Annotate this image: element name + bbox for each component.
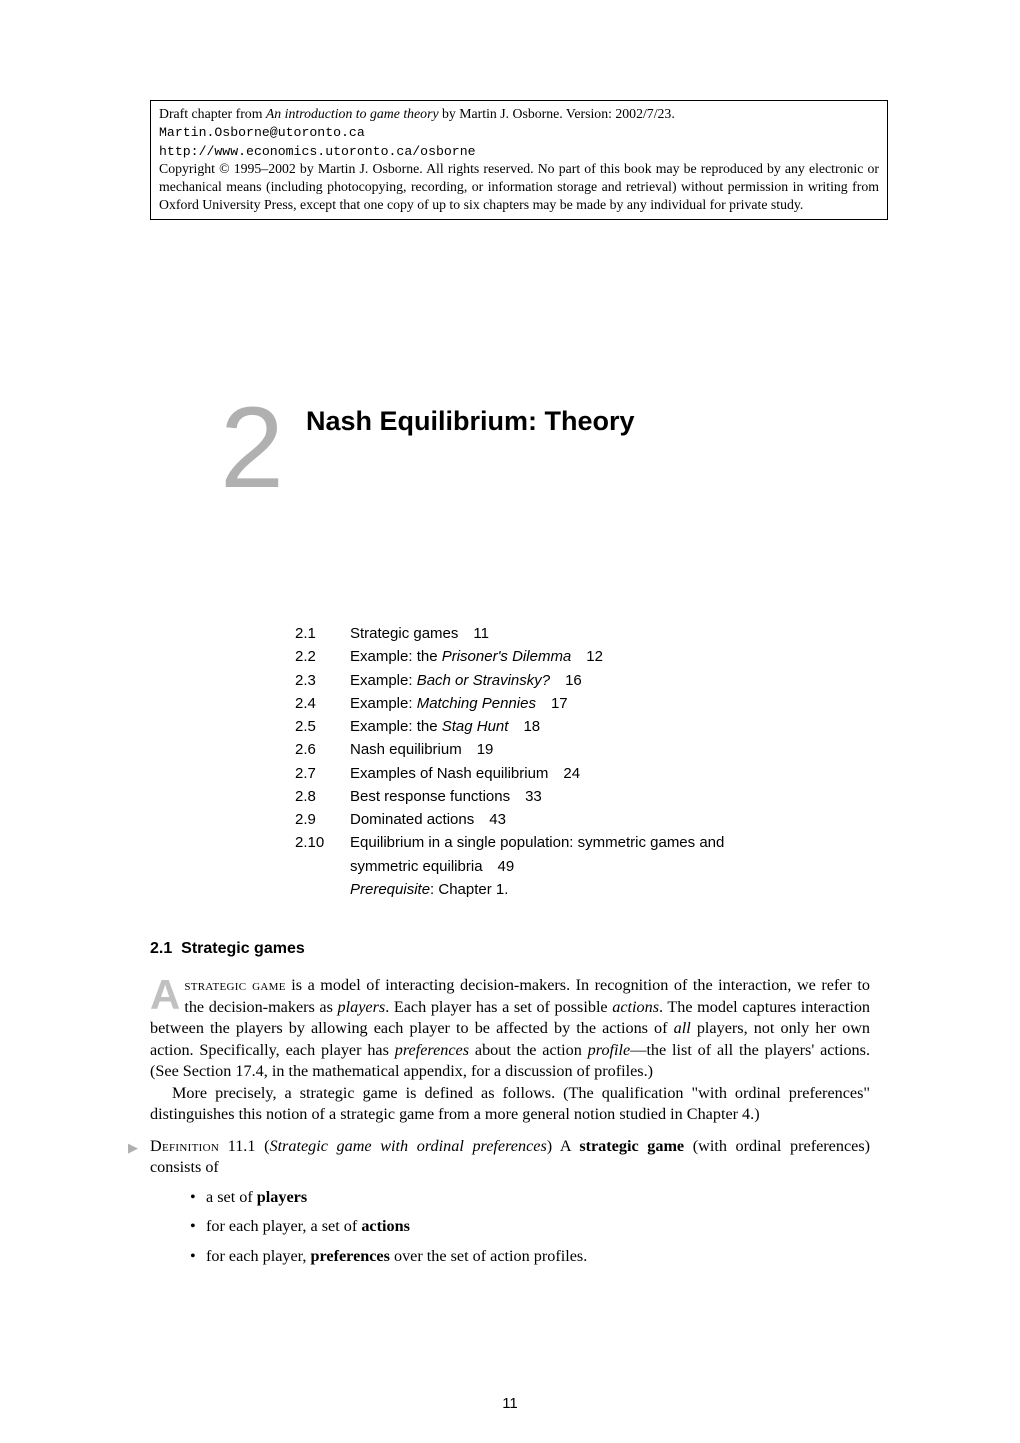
chapter-toc: 2.1 Strategic games 11 2.2 Example: the … <box>295 622 855 901</box>
chapter-heading: 2 Nash Equilibrium: Theory <box>220 400 635 498</box>
toc-num: 2.8 <box>295 785 350 808</box>
toc-num: 2.5 <box>295 715 350 738</box>
toc-item: 2.9 Dominated actions 43 <box>295 808 855 831</box>
toc-item: 2.3 Example: Bach or Stravinsky? 16 <box>295 669 855 692</box>
section-title: Strategic games <box>181 940 305 957</box>
toc-text: Example: the Stag Hunt 18 <box>350 715 855 738</box>
toc-num: 2.9 <box>295 808 350 831</box>
toc-item-continuation: symmetric equilibria 49 <box>350 855 855 878</box>
toc-item: 2.7 Examples of Nash equilibrium 24 <box>295 762 855 785</box>
toc-text: Examples of Nash equilibrium 24 <box>350 762 855 785</box>
section-heading: 2.1 Strategic games <box>150 940 305 958</box>
toc-num: 2.6 <box>295 738 350 761</box>
definition-text: Definition 11.1 (Strategic game with ord… <box>150 1136 870 1179</box>
definition-label: Definition <box>150 1137 219 1155</box>
toc-item: 2.10 Equilibrium in a single population:… <box>295 831 855 854</box>
toc-item: 2.2 Example: the Prisoner's Dilemma 12 <box>295 645 855 668</box>
toc-prerequisite: Prerequisite: Chapter 1. <box>350 878 855 901</box>
toc-num: 2.4 <box>295 692 350 715</box>
notice-book-title: An introduction to game theory <box>266 106 439 121</box>
toc-item: 2.8 Best response functions 33 <box>295 785 855 808</box>
notice-line1-pre: Draft chapter from <box>159 106 266 121</box>
toc-text: Best response functions 33 <box>350 785 855 808</box>
toc-text: Equilibrium in a single population: symm… <box>350 831 855 854</box>
dropcap: A <box>150 975 184 1012</box>
toc-num: 2.2 <box>295 645 350 668</box>
notice-copyright: Copyright © 1995–2002 by Martin J. Osbor… <box>159 161 879 211</box>
toc-text: Strategic games 11 <box>350 622 855 645</box>
toc-num: 2.3 <box>295 669 350 692</box>
section-number: 2.1 <box>150 940 172 957</box>
page: Draft chapter from An introduction to ga… <box>0 0 1020 1443</box>
paragraph-2: More precisely, a strategic game is defi… <box>150 1083 870 1126</box>
toc-text: Example: Matching Pennies 17 <box>350 692 855 715</box>
definition-block: ▶ Definition 11.1 (Strategic game with o… <box>150 1136 870 1268</box>
toc-text: Dominated actions 43 <box>350 808 855 831</box>
chapter-number: 2 <box>220 400 281 498</box>
definition-list: a set of players for each player, a set … <box>190 1187 870 1268</box>
toc-text: Example: the Prisoner's Dilemma 12 <box>350 645 855 668</box>
toc-text: Example: Bach or Stravinsky? 16 <box>350 669 855 692</box>
toc-text: Nash equilibrium 19 <box>350 738 855 761</box>
notice-url: http://www.economics.utoronto.ca/osborne <box>159 144 476 159</box>
notice-line1-post: by Martin J. Osborne. Version: 2002/7/23… <box>439 106 675 121</box>
draft-notice-box: Draft chapter from An introduction to ga… <box>150 100 888 220</box>
body-text: A strategic game is a model of interacti… <box>150 975 870 1276</box>
smallcaps-lead: strategic game <box>184 976 285 994</box>
toc-num: 2.7 <box>295 762 350 785</box>
toc-num: 2.1 <box>295 622 350 645</box>
toc-num: 2.10 <box>295 831 350 854</box>
list-item: for each player, a set of actions <box>190 1216 870 1238</box>
page-number: 11 <box>0 1395 1020 1412</box>
paragraph-1: A strategic game is a model of interacti… <box>150 975 870 1083</box>
toc-item: 2.4 Example: Matching Pennies 17 <box>295 692 855 715</box>
list-item: for each player, preferences over the se… <box>190 1246 870 1268</box>
list-item: a set of players <box>190 1187 870 1209</box>
toc-item: 2.1 Strategic games 11 <box>295 622 855 645</box>
triangle-marker-icon: ▶ <box>128 1139 138 1156</box>
toc-item: 2.6 Nash equilibrium 19 <box>295 738 855 761</box>
chapter-title: Nash Equilibrium: Theory <box>306 406 635 437</box>
toc-item: 2.5 Example: the Stag Hunt 18 <box>295 715 855 738</box>
notice-email: Martin.Osborne@utoronto.ca <box>159 125 365 140</box>
